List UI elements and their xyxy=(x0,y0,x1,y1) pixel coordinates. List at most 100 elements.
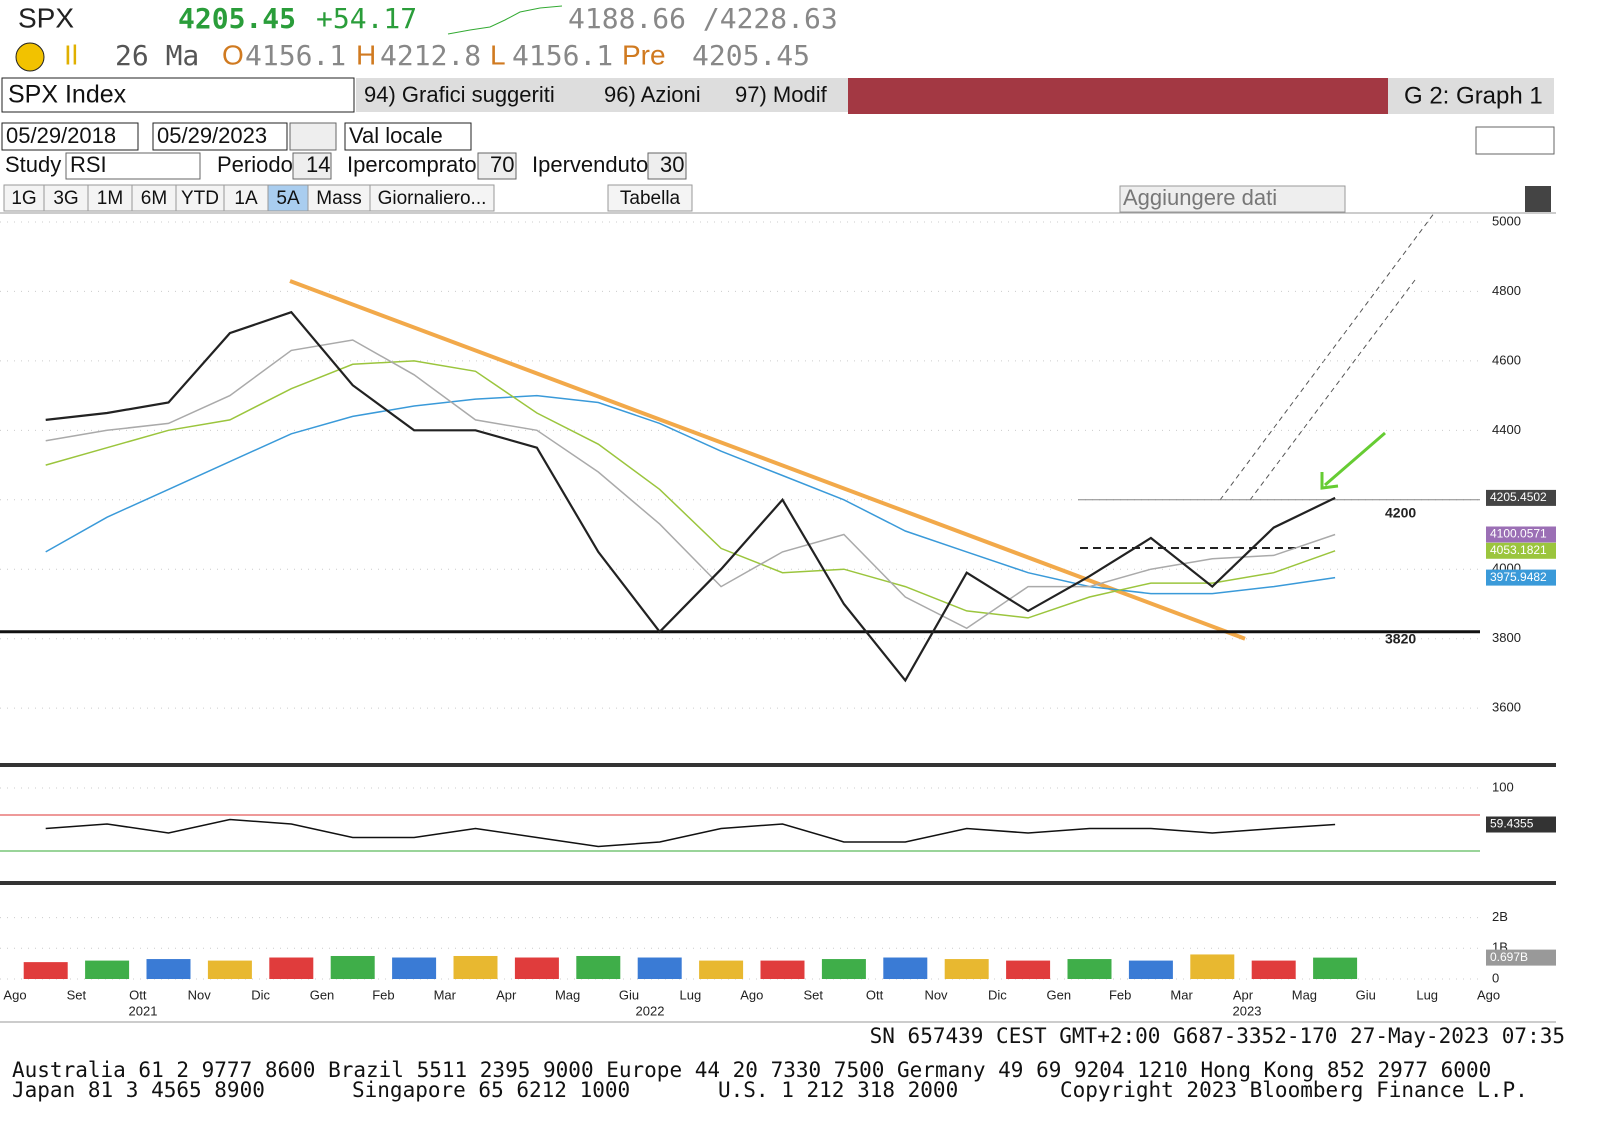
period-box[interactable] xyxy=(292,152,332,180)
end-box[interactable] xyxy=(152,122,288,151)
tab-label: Mass xyxy=(316,188,361,209)
tab[interactable] xyxy=(87,184,133,212)
trendline xyxy=(289,279,1246,641)
tab[interactable] xyxy=(175,184,225,212)
dashed-channel xyxy=(1219,211,1436,501)
x-tick-label: Nov xyxy=(188,987,212,1002)
low-label: L xyxy=(490,39,506,70)
x-tick-label: Giu xyxy=(619,987,639,1002)
y-tick-label: 4600 xyxy=(1492,352,1521,367)
rsi-tag-label: 59.4355 xyxy=(1490,817,1534,831)
start-box[interactable] xyxy=(1,122,139,151)
add-data: Aggiungere dati xyxy=(1123,185,1277,210)
x-tick-label: Set xyxy=(67,987,87,1002)
menu-item[interactable]: 96) Azioni xyxy=(604,82,701,107)
price-line xyxy=(45,360,1336,619)
add-data-box[interactable] xyxy=(1119,185,1346,213)
volume-tag-label: 0.697B xyxy=(1490,950,1528,964)
volume-bar xyxy=(576,955,621,979)
menu-item[interactable]: 97) Modif xyxy=(735,82,828,107)
volume-bar xyxy=(207,960,252,979)
ticker-box[interactable] xyxy=(1,77,355,113)
volume-bar xyxy=(760,960,805,979)
volume-bar xyxy=(1006,960,1051,979)
x-tick-label: Mag xyxy=(1292,987,1317,1002)
x-tick-label: Apr xyxy=(1233,987,1254,1002)
x-tick-label: Apr xyxy=(496,987,517,1002)
tab[interactable] xyxy=(3,184,45,212)
level-label: 4200 xyxy=(1385,504,1416,520)
price: 4205.45 xyxy=(178,2,296,35)
x-tick-label: Gen xyxy=(1047,987,1072,1002)
end-date: 05/29/2023 xyxy=(157,123,267,148)
volume-bar xyxy=(1067,959,1112,979)
x-tick-label: Lug xyxy=(680,987,702,1002)
x-tick-label: Gen xyxy=(310,987,335,1002)
x-tick-label: Dic xyxy=(988,987,1007,1002)
start-date: 05/29/2018 xyxy=(6,123,116,148)
overbought-box[interactable] xyxy=(477,152,517,180)
price-tag-label: 3975.9482 xyxy=(1490,570,1547,584)
volume-bar xyxy=(1128,960,1173,979)
volume-bar xyxy=(146,959,191,979)
pre-label: Pre xyxy=(622,39,666,70)
tab[interactable] xyxy=(369,184,495,212)
y-tick-label: 3600 xyxy=(1492,700,1521,715)
tab-label: 1G xyxy=(11,188,36,209)
pre: 4205.45 xyxy=(692,39,810,72)
study-box[interactable] xyxy=(65,152,201,180)
volume-tag xyxy=(1486,949,1556,966)
x-tick-label: Ago xyxy=(1477,987,1500,1002)
high-label: H xyxy=(356,39,376,70)
tab[interactable] xyxy=(131,184,177,212)
y-tick-label: 100 xyxy=(1492,779,1514,794)
x-tick-label: Dic xyxy=(251,987,270,1002)
rsi-tag xyxy=(1486,816,1556,833)
y-tick-label: 5000 xyxy=(1492,213,1521,228)
x-tick-label: Mag xyxy=(555,987,580,1002)
oversold-box[interactable] xyxy=(647,152,687,180)
volume-bar xyxy=(85,960,130,979)
gauge-icon xyxy=(15,42,45,72)
volume-bar xyxy=(637,957,682,979)
x-tick-label: Ago xyxy=(3,987,26,1002)
high: 4212.8 xyxy=(380,39,481,72)
year-label: 2022 xyxy=(636,1003,665,1018)
volume-bar xyxy=(944,959,989,979)
price-tag-label: 4205.4502 xyxy=(1490,490,1547,504)
sparkline xyxy=(447,5,563,35)
x-tick-label: Mar xyxy=(1170,987,1193,1002)
x-tick-label: Ago xyxy=(740,987,763,1002)
dropdown[interactable] xyxy=(1525,186,1551,212)
red-bar xyxy=(848,78,1388,114)
y-tick-label: 4800 xyxy=(1492,283,1521,298)
price-tag-label: 4100.0571 xyxy=(1490,527,1547,541)
tab[interactable] xyxy=(223,184,269,212)
menu-bar xyxy=(356,78,848,112)
overbought: 70 xyxy=(490,152,514,177)
nav-arrows[interactable] xyxy=(289,122,337,151)
tab-label: 1M xyxy=(97,188,123,209)
y-tick-label: 0 xyxy=(1492,970,1499,985)
contacts: Japan 81 3 4565 8900 xyxy=(12,1078,265,1102)
low: 4156.1 xyxy=(512,39,613,72)
tab-label: 1A xyxy=(234,188,258,209)
period-label: Periodo xyxy=(217,152,293,177)
refresh-box[interactable] xyxy=(1475,126,1555,155)
volume-bar xyxy=(269,957,314,979)
symbol: SPX xyxy=(18,2,74,33)
volume-bar xyxy=(883,957,928,979)
contacts: U.S. 1 212 318 2000 xyxy=(718,1078,958,1102)
contacts: Australia 61 2 9777 8600 Brazil 5511 239… xyxy=(12,1058,1491,1082)
x-tick-label: Feb xyxy=(372,987,394,1002)
menu-item[interactable]: 94) Grafici suggeriti xyxy=(364,82,555,107)
y-tick-label: 2B xyxy=(1492,909,1508,924)
price-tag xyxy=(1486,542,1556,559)
currency-box[interactable] xyxy=(344,122,472,151)
tab[interactable] xyxy=(607,184,693,212)
tab[interactable] xyxy=(43,184,89,212)
ticker: SPX Index xyxy=(8,81,127,109)
graph[interactable]: G 2: Graph 1 xyxy=(1404,82,1543,109)
dashed-channel xyxy=(1249,279,1416,501)
volume-bar xyxy=(1313,957,1358,979)
